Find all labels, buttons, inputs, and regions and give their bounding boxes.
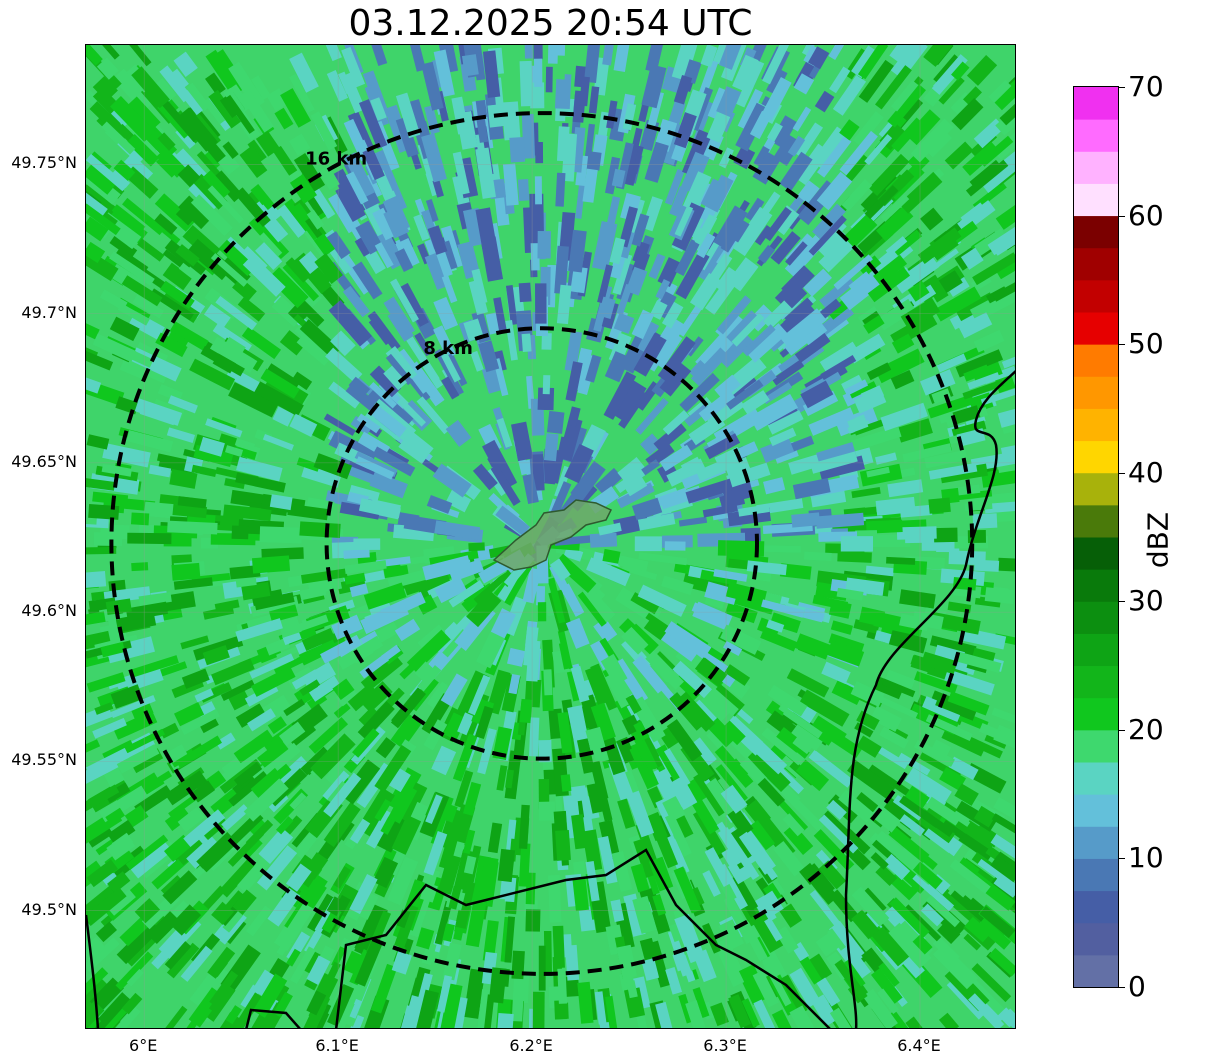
page-title: 03.12.2025 20:54 UTC — [348, 3, 753, 44]
colorbar-band — [1074, 954, 1118, 988]
colorbar-tick-mark — [1119, 344, 1125, 346]
colorbar-band — [1074, 87, 1118, 120]
colorbar-band — [1074, 312, 1118, 345]
colorbar-band — [1074, 729, 1118, 763]
colorbar-tick-mark — [1119, 215, 1125, 217]
border-south — [334, 848, 831, 1028]
border-east — [844, 370, 1015, 1028]
colorbar-tick-label: 70 — [1128, 70, 1164, 103]
colorbar-tick-mark — [1119, 729, 1125, 731]
range-ring-label-16km: 16 km — [305, 149, 367, 170]
colorbar-band — [1074, 504, 1118, 538]
lat-tick-label: 49.6°N — [21, 601, 77, 621]
colorbar-tick-label: 40 — [1128, 455, 1164, 489]
colorbar-band — [1074, 472, 1118, 506]
colorbar-band — [1074, 922, 1118, 956]
lon-tick-label: 6°E — [129, 1036, 158, 1055]
colorbar-band — [1074, 183, 1118, 217]
colorbar — [1073, 86, 1119, 988]
colorbar-tick-mark — [1119, 858, 1125, 860]
colorbar-band — [1074, 537, 1118, 570]
radar-map[interactable]: 8 km 16 km — [85, 44, 1016, 1029]
colorbar-bands — [1074, 87, 1118, 988]
range-ring-label-8km: 8 km — [423, 338, 473, 359]
graticule — [86, 45, 1015, 1028]
border-southwest-2 — [245, 1008, 301, 1028]
colorbar-band — [1074, 376, 1118, 409]
range-ring-16km — [109, 111, 975, 976]
border-southwest — [86, 914, 100, 1028]
colorbar-tick-label: 0 — [1128, 970, 1146, 1003]
radar-map-canvas: 8 km 16 km — [86, 45, 1015, 1028]
colorbar-tick-label: 60 — [1128, 198, 1164, 232]
colorbar-tick-mark — [1119, 472, 1125, 474]
colorbar-tick-label: 30 — [1128, 584, 1164, 618]
colorbar-band — [1074, 890, 1118, 924]
lat-tick-label: 49.65°N — [11, 451, 77, 471]
lon-tick-label: 6.2°E — [509, 1036, 553, 1055]
colorbar-band — [1074, 279, 1118, 313]
colorbar-tick-mark — [1119, 987, 1125, 988]
colorbar-band — [1074, 665, 1118, 699]
colorbar-band — [1074, 440, 1118, 474]
lat-tick-label: 49.75°N — [11, 153, 77, 173]
lon-tick-label: 6.3°E — [703, 1036, 747, 1055]
colorbar-band — [1074, 601, 1118, 634]
colorbar-band — [1074, 215, 1118, 249]
colorbar-tick-mark — [1119, 601, 1125, 603]
colorbar-band — [1074, 344, 1118, 377]
lat-tick-label: 49.7°N — [21, 302, 77, 322]
colorbar-band — [1074, 762, 1118, 795]
colorbar-band — [1074, 697, 1118, 731]
reflectivity-field — [86, 45, 1015, 1028]
lat-tick-label: 49.55°N — [11, 750, 77, 770]
colorbar-band — [1074, 408, 1118, 442]
lon-tick-label: 6.1°E — [315, 1036, 359, 1055]
colorbar-band — [1074, 569, 1118, 602]
colorbar-band — [1074, 151, 1118, 184]
colorbar-tick-mark — [1119, 87, 1125, 88]
colorbar-band — [1074, 794, 1118, 827]
city-area — [492, 499, 613, 571]
colorbar-unit-label: dBZ — [1141, 511, 1175, 569]
range-rings: 8 km 16 km — [109, 111, 975, 976]
colorbar-band — [1074, 119, 1118, 152]
colorbar-band — [1074, 247, 1118, 281]
colorbar-band — [1074, 826, 1118, 859]
colorbar-tick-label: 50 — [1128, 327, 1164, 361]
colorbar-band — [1074, 858, 1118, 892]
colorbar-band — [1074, 633, 1118, 667]
colorbar-tick-label: 20 — [1128, 712, 1164, 746]
lat-tick-label: 49.5°N — [21, 899, 77, 919]
range-ring-8km — [324, 326, 760, 761]
country-borders — [86, 370, 1015, 1028]
lon-tick-label: 6.4°E — [897, 1036, 941, 1055]
colorbar-tick-label: 10 — [1128, 841, 1164, 875]
